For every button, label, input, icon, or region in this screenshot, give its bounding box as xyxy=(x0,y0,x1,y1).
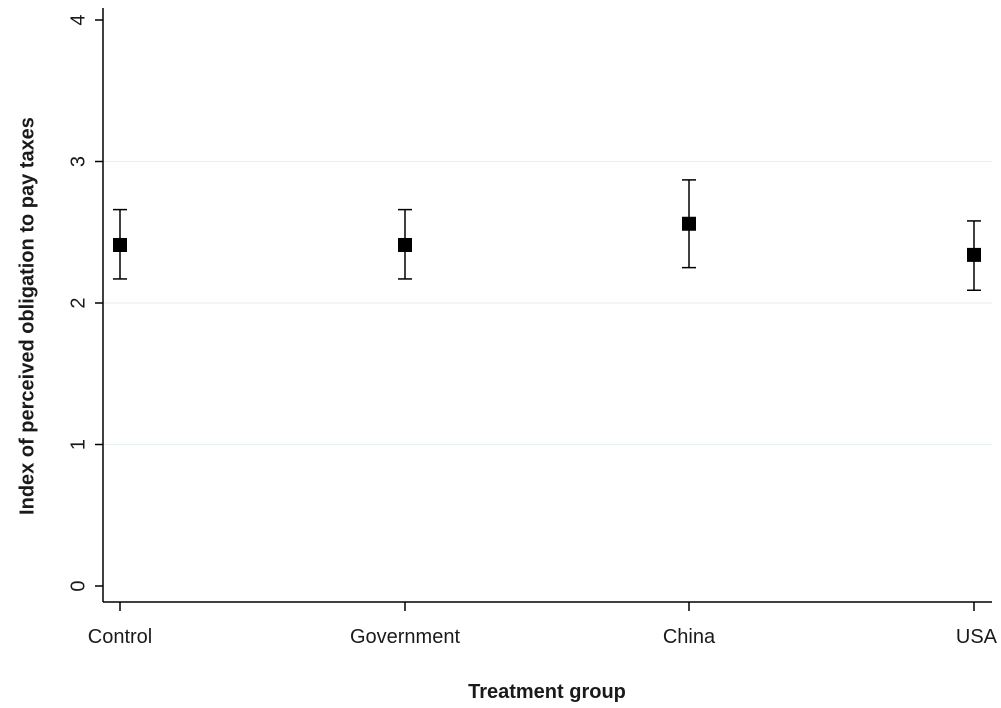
data-points xyxy=(113,179,981,292)
y-tick-label: 0 xyxy=(67,580,89,591)
y-tick-label: 1 xyxy=(67,439,89,450)
x-ticks: Control Government China USA xyxy=(88,602,998,648)
axes xyxy=(102,8,992,603)
x-tick-label: Control xyxy=(88,626,152,648)
x-tick-label: USA xyxy=(956,626,998,648)
x-tick-label: Government xyxy=(350,626,460,648)
x-tick-label: China xyxy=(663,626,716,648)
data-point-marker xyxy=(113,237,127,252)
y-axis-title: Index of perceived obligation to pay tax… xyxy=(16,117,38,515)
y-tick-label: 4 xyxy=(67,14,89,25)
y-ticks: 0 1 2 3 4 xyxy=(67,14,103,592)
x-axis-title: Treatment group xyxy=(468,681,626,703)
data-point-marker xyxy=(398,237,412,252)
data-point-group xyxy=(113,208,127,280)
y-tick-label: 2 xyxy=(67,297,89,308)
data-point-marker xyxy=(967,247,981,262)
grid-lines xyxy=(103,161,992,445)
y-tick-label: 3 xyxy=(67,156,89,167)
data-point-marker xyxy=(682,216,696,231)
data-point-group xyxy=(967,220,981,292)
data-point-group xyxy=(398,208,412,280)
data-point-group xyxy=(682,179,696,269)
